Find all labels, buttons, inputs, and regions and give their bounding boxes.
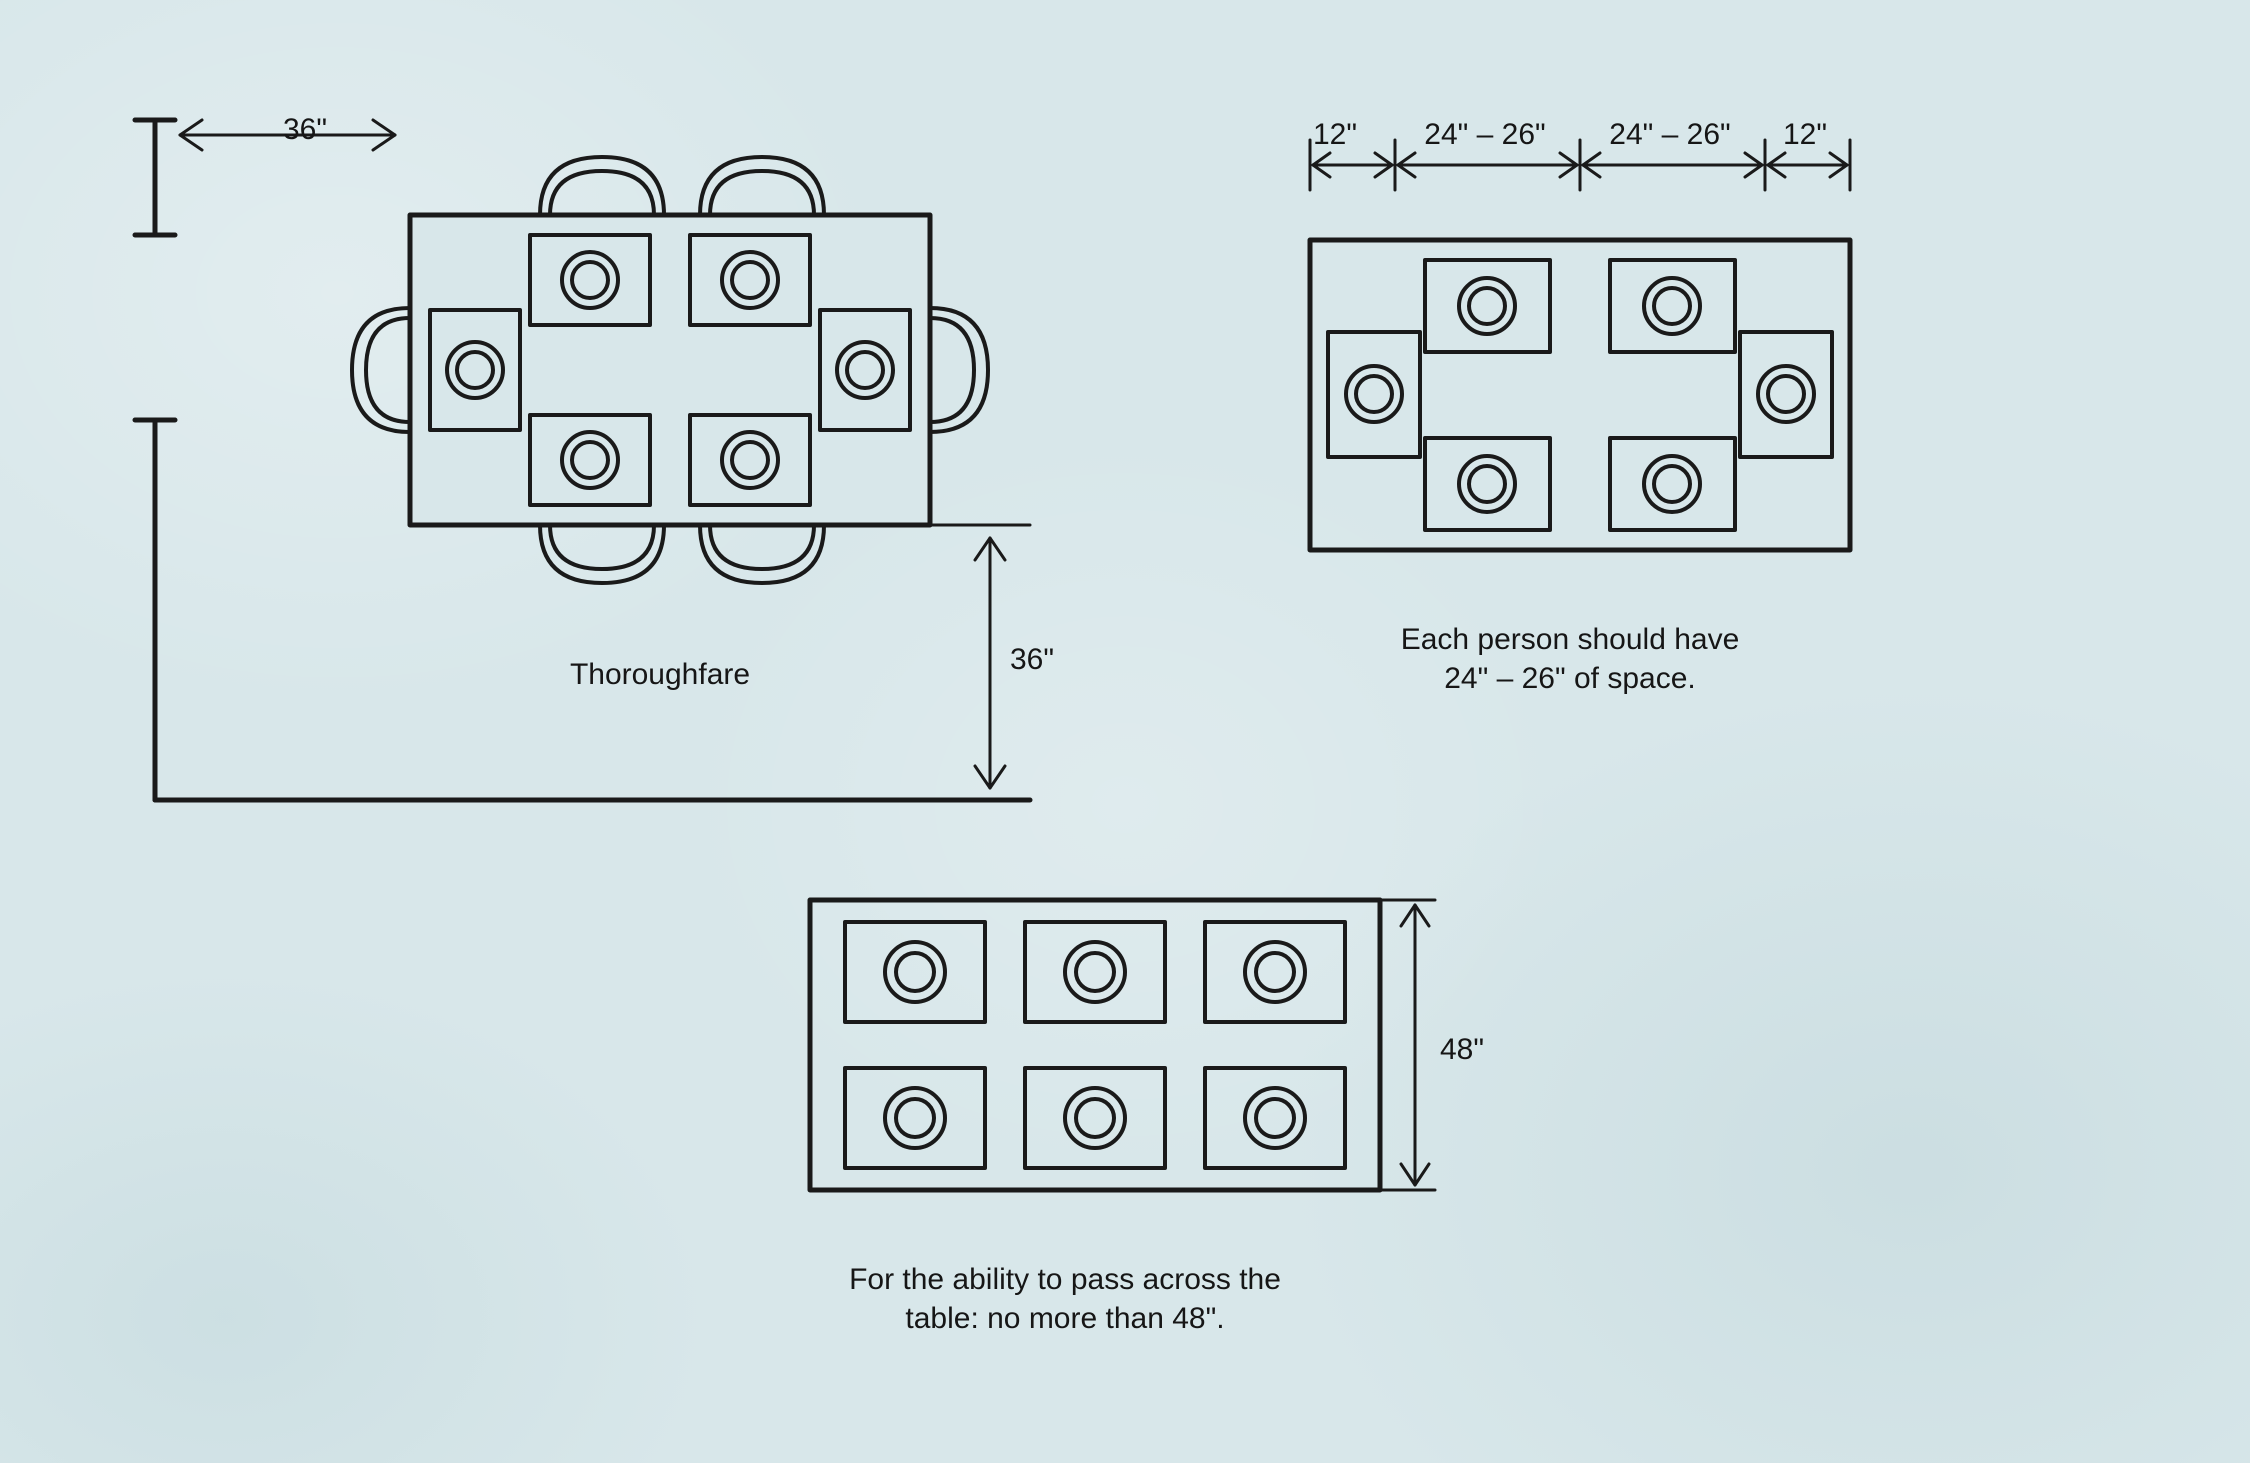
caption-d3: For the ability to pass across the table… bbox=[780, 1260, 1350, 1338]
dim-d3-48: 48" bbox=[1440, 1030, 1520, 1069]
dim-label-right-36: 36" bbox=[1010, 640, 1080, 679]
dim-d2-3: 12" bbox=[1770, 115, 1840, 154]
dim-d2-1: 24" – 26" bbox=[1390, 115, 1580, 154]
placemat bbox=[1425, 260, 1550, 352]
chair-top-left bbox=[540, 157, 664, 215]
diagram-person-space bbox=[1250, 110, 2010, 670]
placemat bbox=[1610, 438, 1735, 530]
chair-left bbox=[352, 308, 410, 432]
caption-d2-line2: 24" – 26" of space. bbox=[1444, 662, 1695, 695]
placemat bbox=[1025, 1068, 1165, 1168]
label-thoroughfare: Thoroughfare bbox=[510, 655, 810, 694]
chair-bottom-right bbox=[700, 525, 824, 583]
placemat bbox=[1610, 260, 1735, 352]
chair-bottom-left bbox=[540, 525, 664, 583]
diagram-thoroughfare bbox=[60, 40, 1110, 860]
chair-top-right bbox=[700, 157, 824, 215]
caption-d2-line1: Each person should have bbox=[1401, 623, 1740, 656]
caption-d2: Each person should have 24" – 26" of spa… bbox=[1290, 620, 1850, 698]
placemat bbox=[1205, 1068, 1345, 1168]
diagram-pass-across bbox=[770, 870, 1570, 1290]
caption-d3-line1: For the ability to pass across the bbox=[849, 1263, 1281, 1296]
placemat bbox=[1025, 922, 1165, 1022]
chair-right bbox=[930, 308, 988, 432]
dim-d2-0: 12" bbox=[1300, 115, 1370, 154]
caption-d3-line2: table: no more than 48". bbox=[905, 1302, 1224, 1335]
placemat bbox=[845, 1068, 985, 1168]
placemat bbox=[845, 922, 985, 1022]
placemat bbox=[1205, 922, 1345, 1022]
table-rect bbox=[410, 215, 930, 525]
dim-d2-2: 24" – 26" bbox=[1575, 115, 1765, 154]
placemat bbox=[1740, 332, 1832, 457]
placemat bbox=[1425, 438, 1550, 530]
placemat bbox=[1328, 332, 1420, 457]
dim-label-top-36: 36" bbox=[250, 110, 360, 149]
